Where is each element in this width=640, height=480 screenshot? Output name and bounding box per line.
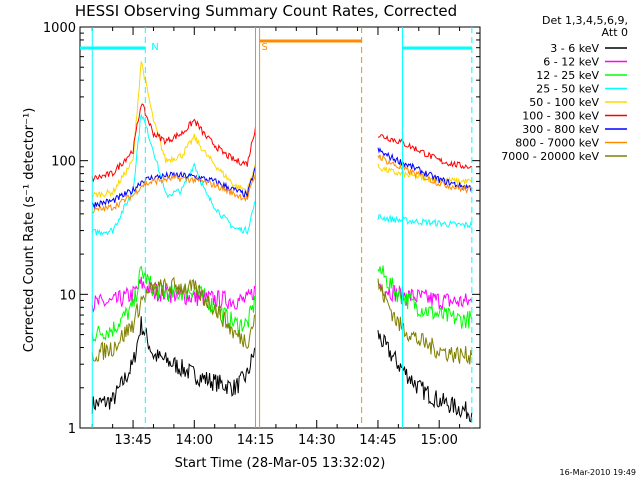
series-line <box>377 265 473 329</box>
legend-entry-label: 800 - 7000 keV <box>515 137 599 150</box>
x-tick-label: 14:00 <box>176 433 213 448</box>
legend-entry-label: 6 - 12 keV <box>543 56 599 69</box>
series-line <box>377 214 473 230</box>
x-tick-label: 14:45 <box>359 433 396 448</box>
series-line <box>91 61 256 198</box>
series-line <box>377 154 473 194</box>
y-axis-label: Corrected Count Rate (s⁻¹ detector⁻¹) <box>22 108 37 353</box>
legend-header: Det 1,3,4,5,6,9, <box>542 14 628 27</box>
footer-timestamp: 16-Mar-2010 19:49 <box>560 468 637 477</box>
series-line <box>377 278 473 365</box>
y-tick-label: 1000 <box>43 21 76 36</box>
plot-frame <box>79 26 481 429</box>
y-tick-label: 10 <box>59 288 76 303</box>
series-line <box>91 166 256 210</box>
x-tick-label: 14:30 <box>298 433 335 448</box>
series-line <box>91 316 256 414</box>
plot-area: 1 10 100 1000 13:45 14:00 14:15 14:30 14:45 15:00… <box>43 21 481 448</box>
series-line <box>377 330 473 423</box>
annotation-label: S <box>262 42 268 53</box>
series-line <box>377 280 473 310</box>
series-line <box>91 113 256 237</box>
legend-header: Att 0 <box>602 26 628 39</box>
legend-entry-label: 50 - 100 keV <box>529 96 599 109</box>
legend-entry-label: 7000 - 20000 keV <box>501 150 599 163</box>
series-line <box>91 173 256 214</box>
series-line <box>91 276 256 362</box>
series-line <box>91 103 256 183</box>
x-tick-label: 13:45 <box>114 433 151 448</box>
y-tick-label: 100 <box>51 155 76 170</box>
series-line <box>377 134 472 170</box>
annotation-label: N <box>151 42 158 53</box>
chart-title: HESSI Observing Summary Count Rates, Cor… <box>75 2 457 20</box>
legend-entry-label: 12 - 25 keV <box>536 69 599 82</box>
legend-entry-label: 100 - 300 keV <box>522 110 599 123</box>
x-tick-label: 14:15 <box>237 433 274 448</box>
legend-entry-label: 25 - 50 keV <box>536 83 599 96</box>
series-line <box>377 147 473 192</box>
legend-entry-label: 300 - 800 keV <box>522 123 599 136</box>
series-line <box>377 163 473 185</box>
x-tick-label: 15:00 <box>420 433 457 448</box>
x-axis-label: Start Time (28-Mar-05 13:32:02) <box>175 456 386 471</box>
y-tick-label: 1 <box>68 422 76 437</box>
legend-entry-label: 3 - 6 keV <box>550 42 599 55</box>
